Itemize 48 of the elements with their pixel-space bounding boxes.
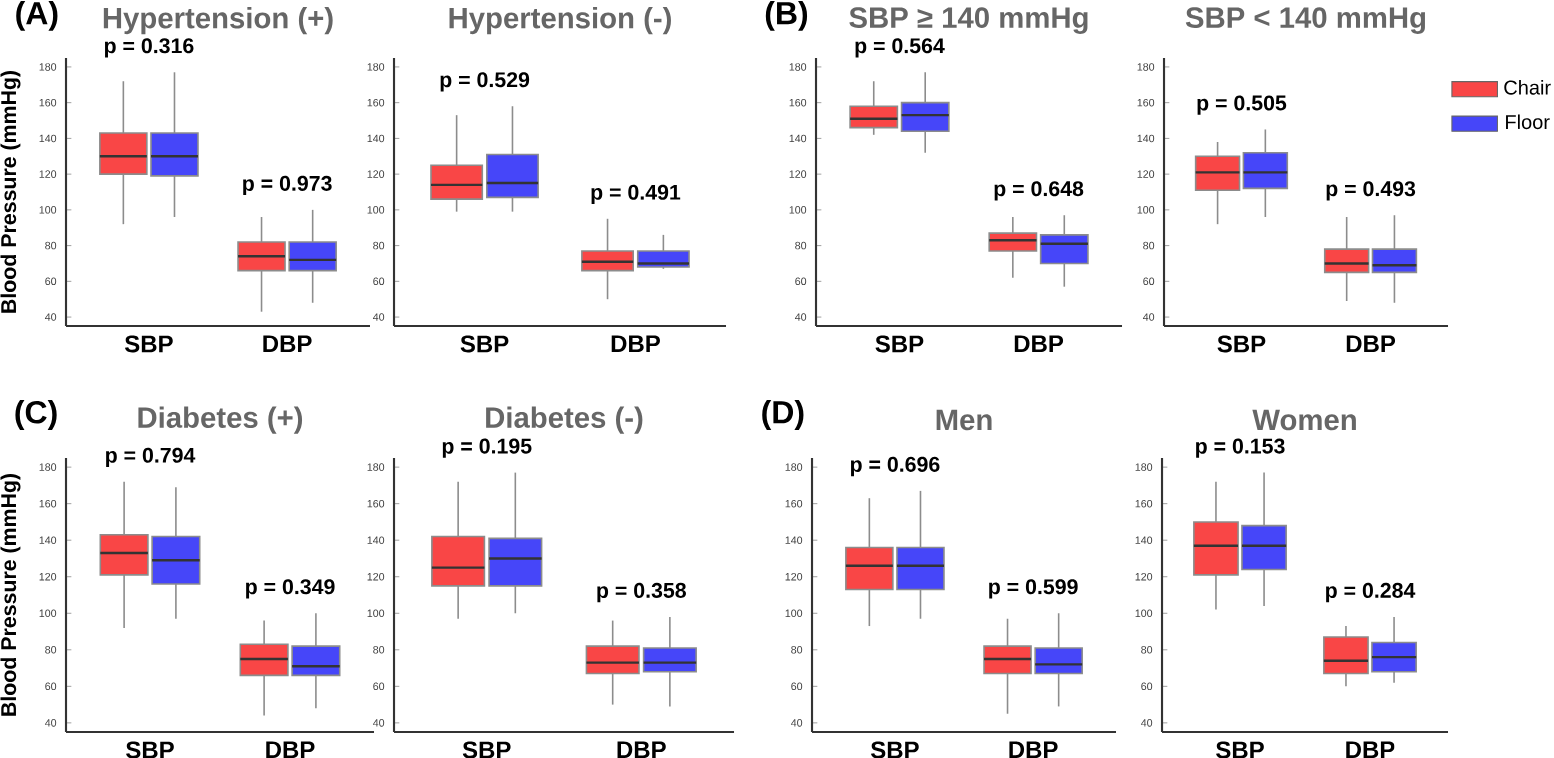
x-tick-label: SBP xyxy=(875,335,924,353)
x-tick-label: SBP xyxy=(460,335,509,353)
annotation: p = 0.349 xyxy=(246,579,335,599)
annotation: p = 0.599 xyxy=(989,579,1078,599)
chart-title: Men xyxy=(936,409,992,431)
text: (B) xyxy=(765,1,808,31)
text: p = 0.195 xyxy=(442,438,532,458)
x-tick-label: DBP xyxy=(263,335,312,352)
x-tick-label: SBP xyxy=(126,741,174,758)
x-tick-label: SBP xyxy=(462,741,511,758)
x-tick-label: SBP xyxy=(1217,335,1266,353)
text: (D) xyxy=(762,400,804,430)
text: p = 0.564 xyxy=(855,38,945,58)
x-tick-label: SBP xyxy=(870,741,919,758)
annotation: p = 0.973 xyxy=(243,175,332,196)
chart-title: Diabetes (-) xyxy=(486,406,643,434)
annotation: p = 0.648 xyxy=(994,181,1084,201)
legend-label: Chair xyxy=(1504,79,1551,95)
legend-label: Floor xyxy=(1506,114,1550,130)
chart-title: Hypertension (+) xyxy=(103,6,333,35)
x-tick-label: DBP xyxy=(1346,741,1395,758)
x-tick-label: DBP xyxy=(617,741,666,758)
x-tick-label: SBP xyxy=(124,335,173,353)
text: (A) xyxy=(16,1,58,31)
chart-title: Diabetes (+) xyxy=(138,406,303,434)
x-tick-label: DBP xyxy=(1014,335,1064,352)
annotation: p = 0.696 xyxy=(850,456,940,477)
chart-title: SBP < 140 mmHg xyxy=(1185,7,1426,34)
chart-title: SBP ≥ 140 mmHg xyxy=(849,7,1088,34)
x-tick-label: DBP xyxy=(611,335,660,352)
annotation: p = 0.493 xyxy=(1326,181,1416,201)
x-tick-label: DBP xyxy=(266,741,315,758)
text: p = 0.153 xyxy=(1196,438,1285,458)
x-tick-label: SBP xyxy=(1216,741,1264,758)
x-tick-label: DBP xyxy=(1009,741,1058,758)
annotation: p = 0.491 xyxy=(591,184,681,205)
annotation: p = 0.284 xyxy=(1326,582,1416,603)
annotation: p = 0.529 xyxy=(440,72,530,92)
x-tick-label: DBP xyxy=(1346,335,1396,352)
chart-title: Women xyxy=(1252,409,1356,431)
annotation: p = 0.794 xyxy=(106,447,196,467)
y-axis-title: Blood Pressure (mmHg) xyxy=(0,474,21,716)
text: p = 0.316 xyxy=(104,38,194,58)
annotation: p = 0.505 xyxy=(1197,95,1287,115)
y-axis-title: Blood Pressure (mmHg) xyxy=(0,71,21,313)
annotation: p = 0.358 xyxy=(597,582,686,603)
text: (C) xyxy=(15,400,57,430)
chart-title: Hypertension (-) xyxy=(449,6,671,35)
